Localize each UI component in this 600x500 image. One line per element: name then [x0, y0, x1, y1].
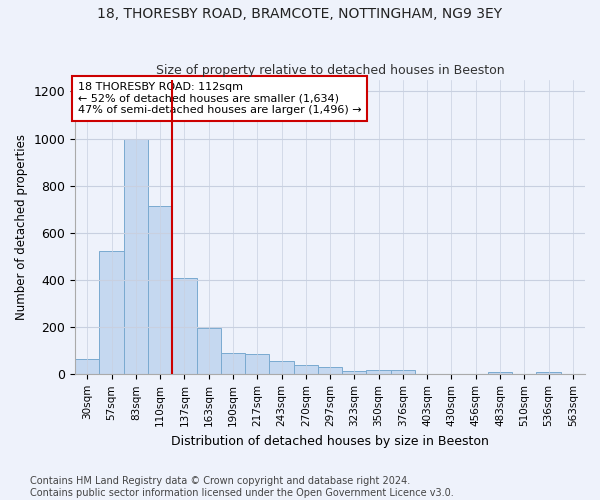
Bar: [124, 138, 148, 374]
Text: 18, THORESBY ROAD, BRAMCOTE, NOTTINGHAM, NG9 3EY: 18, THORESBY ROAD, BRAMCOTE, NOTTINGHAM,…: [97, 8, 503, 22]
Bar: [100, 250, 124, 374]
Text: 18 THORESBY ROAD: 112sqm
← 52% of detached houses are smaller (1,634)
47% of sem: 18 THORESBY ROAD: 112sqm ← 52% of detach…: [77, 82, 361, 115]
Bar: [245, 354, 269, 374]
Bar: [75, 359, 100, 374]
Bar: [172, 278, 197, 374]
Bar: [293, 365, 318, 374]
Y-axis label: Number of detached properties: Number of detached properties: [15, 134, 28, 320]
Bar: [318, 367, 342, 374]
Bar: [269, 361, 293, 374]
Bar: [391, 370, 415, 374]
Bar: [197, 328, 221, 374]
Bar: [367, 370, 391, 374]
Title: Size of property relative to detached houses in Beeston: Size of property relative to detached ho…: [156, 64, 505, 77]
Text: Contains HM Land Registry data © Crown copyright and database right 2024.
Contai: Contains HM Land Registry data © Crown c…: [30, 476, 454, 498]
Bar: [221, 353, 245, 374]
Bar: [488, 372, 512, 374]
Bar: [536, 372, 561, 374]
Bar: [342, 371, 367, 374]
Bar: [148, 206, 172, 374]
X-axis label: Distribution of detached houses by size in Beeston: Distribution of detached houses by size …: [171, 434, 489, 448]
